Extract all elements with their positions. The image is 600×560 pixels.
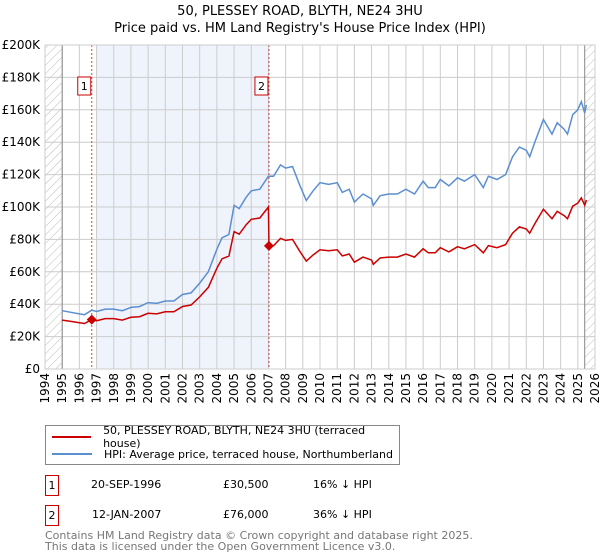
x-tick-label: 2003 bbox=[193, 373, 207, 404]
x-tick-label: 2000 bbox=[141, 373, 155, 404]
sale-date: 20-SEP-1996 bbox=[91, 478, 162, 491]
legend-label-property: 50, PLESSEY ROAD, BLYTH, NE24 3HU (terra… bbox=[103, 424, 366, 450]
footer-licence: This data is licensed under the Open Gov… bbox=[45, 540, 396, 553]
x-tick-label: 2001 bbox=[158, 373, 172, 404]
x-tick-label: 2025 bbox=[571, 373, 585, 404]
x-tick-label: 2016 bbox=[416, 373, 430, 404]
sale-label: 1 bbox=[81, 80, 88, 93]
x-tick-label: 1995 bbox=[55, 373, 69, 404]
x-tick-label: 2023 bbox=[536, 373, 550, 404]
x-tick-label: 2021 bbox=[502, 373, 516, 404]
sale-number: 2 bbox=[45, 505, 59, 526]
x-tick-label: 1998 bbox=[107, 373, 121, 404]
plot-border bbox=[44, 44, 596, 370]
x-tick-label: 2026 bbox=[588, 373, 600, 404]
series-line-hpi bbox=[62, 99, 588, 316]
sale-label-box bbox=[77, 76, 92, 96]
x-tick-label: 2018 bbox=[451, 373, 465, 404]
sale-date: 12-JAN-2007 bbox=[92, 508, 162, 521]
sale-delta: 36% ↓ HPI bbox=[313, 508, 372, 521]
sale-point bbox=[263, 240, 274, 251]
sale-row-2: 2 12-JAN-2007 £76,000 36% ↓ HPI bbox=[45, 505, 445, 526]
sale-row-1: 1 20-SEP-1996 £30,500 16% ↓ HPI bbox=[45, 475, 445, 496]
x-tick-label: 2008 bbox=[279, 373, 293, 404]
y-tick-label: £80K bbox=[9, 232, 41, 246]
footer-copyright: Contains HM Land Registry data © Crown c… bbox=[45, 529, 473, 542]
x-tick-label: 1999 bbox=[124, 373, 138, 404]
x-tick-label: 2007 bbox=[261, 373, 275, 404]
x-tick-label: 2013 bbox=[365, 373, 379, 404]
y-tick-label: £120K bbox=[2, 168, 42, 182]
sale-point bbox=[86, 314, 97, 325]
y-tick-label: £20K bbox=[9, 330, 41, 344]
sale-label-box bbox=[254, 76, 269, 96]
legend-swatch-property bbox=[52, 436, 92, 438]
plot-area: £0 £20K £40K £60K £80K £100K £120K £140K £160K £1… bbox=[2, 38, 600, 404]
x-tick-label: 1997 bbox=[90, 373, 104, 404]
x-tick-label: 2024 bbox=[554, 373, 568, 404]
x-tick-label: 2004 bbox=[210, 373, 224, 404]
y-tick-label: £200K bbox=[2, 38, 42, 52]
legend: 50, PLESSEY ROAD, BLYTH, NE24 3HU (terra… bbox=[45, 424, 400, 465]
x-tick-label: 2012 bbox=[347, 373, 361, 404]
sale-label: 2 bbox=[258, 80, 265, 93]
y-tick-label: £60K bbox=[9, 265, 41, 279]
y-tick-label: £40K bbox=[9, 297, 41, 311]
x-tick-label: 2009 bbox=[296, 373, 310, 404]
y-tick-label: £100K bbox=[2, 200, 42, 214]
x-tick-label: 1996 bbox=[72, 373, 86, 404]
y-tick-label: £160K bbox=[2, 103, 42, 117]
legend-item-hpi: HPI: Average price, terraced house, Nort… bbox=[52, 446, 393, 462]
x-tick-label: 2010 bbox=[313, 373, 327, 404]
chart-title: Price paid vs. HM Land Registry's House … bbox=[114, 21, 486, 36]
x-tick-label: 2020 bbox=[485, 373, 499, 404]
x-tick-label: 2002 bbox=[176, 373, 190, 404]
sale-number: 1 bbox=[45, 475, 59, 496]
y-tick-label: £180K bbox=[2, 70, 42, 84]
x-tick-label: 2015 bbox=[399, 373, 413, 404]
chart-title-address: 50, PLESSEY ROAD, BLYTH, NE24 3HU bbox=[177, 4, 423, 19]
legend-swatch-hpi bbox=[52, 453, 92, 455]
x-tick-label: 2017 bbox=[433, 373, 447, 404]
x-tick-label: 1994 bbox=[38, 373, 52, 404]
sale-delta: 16% ↓ HPI bbox=[313, 478, 372, 491]
x-tick-label: 2005 bbox=[227, 373, 241, 404]
x-tick-label: 2006 bbox=[244, 373, 258, 404]
y-tick-label: £0 bbox=[25, 362, 40, 376]
x-tick-label: 2011 bbox=[330, 373, 344, 404]
legend-item-property: 50, PLESSEY ROAD, BLYTH, NE24 3HU (terra… bbox=[52, 424, 399, 450]
series-line-property bbox=[62, 196, 588, 325]
x-tick-label: 2022 bbox=[519, 373, 533, 404]
legend-label-hpi: HPI: Average price, terraced house, Nort… bbox=[104, 447, 393, 461]
sale-price: £76,000 bbox=[223, 508, 269, 521]
x-tick-label: 2019 bbox=[468, 373, 482, 404]
x-tick-label: 2014 bbox=[382, 373, 396, 404]
sale-price: £30,500 bbox=[223, 478, 269, 491]
y-tick-label: £140K bbox=[2, 135, 42, 149]
